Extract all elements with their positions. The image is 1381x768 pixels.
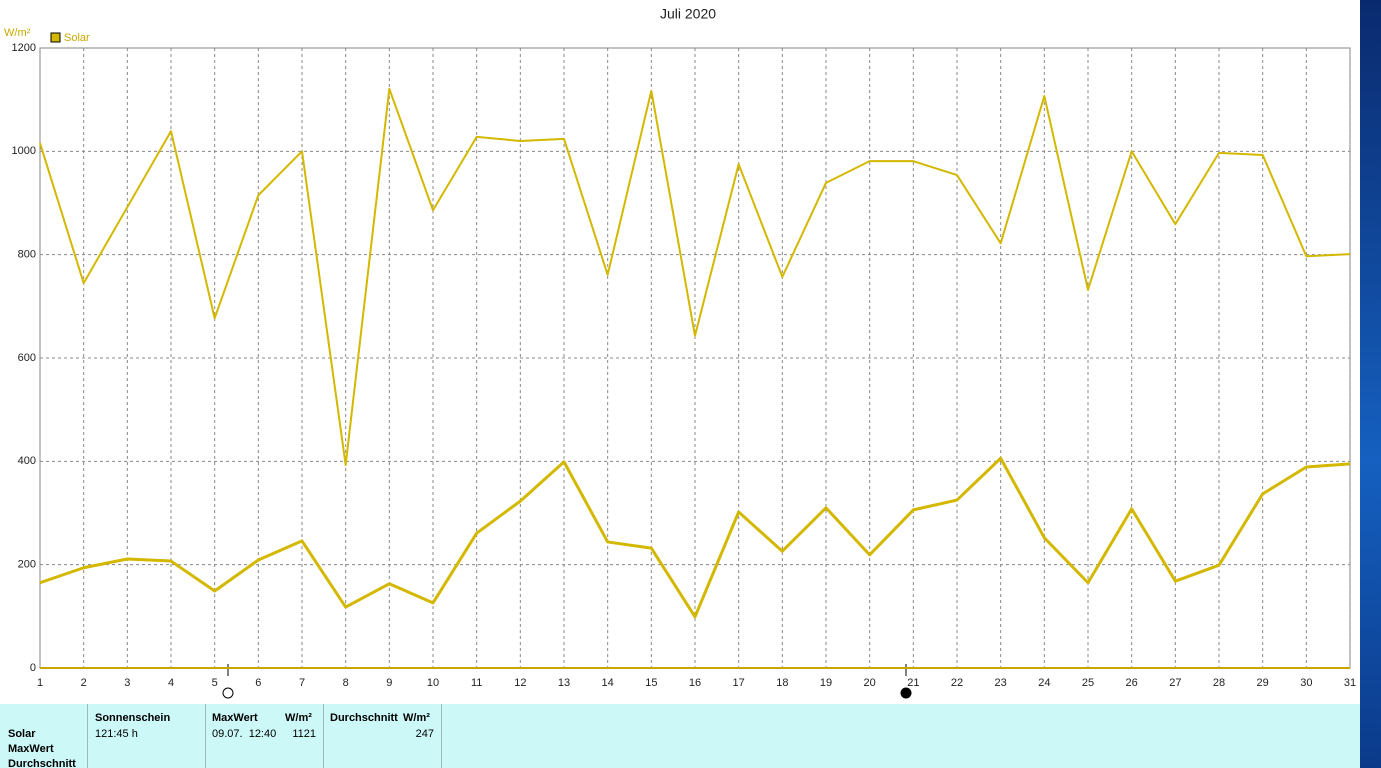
y-tick-label: 0	[30, 662, 36, 674]
x-tick-label: 14	[602, 677, 614, 689]
header: Durchschnitt	[330, 712, 398, 724]
x-tick-label: 22	[951, 677, 963, 689]
x-tick-label: 9	[386, 677, 392, 689]
header: MaxWert	[212, 712, 258, 724]
x-tick-label: 2	[81, 677, 87, 689]
x-tick-label: 28	[1213, 677, 1225, 689]
x-tick-label: 27	[1169, 677, 1181, 689]
desktop-edge	[1360, 0, 1381, 768]
x-tick-label: 6	[255, 677, 261, 689]
separator	[205, 704, 206, 768]
y-tick-label: 1200	[12, 42, 36, 54]
x-tick-label: 24	[1038, 677, 1050, 689]
header: W/m²	[403, 712, 430, 724]
cell: 121:45 h	[95, 728, 138, 740]
x-tick-label: 16	[689, 677, 701, 689]
x-tick-label: 25	[1082, 677, 1094, 689]
x-tick-label: 30	[1300, 677, 1312, 689]
y-tick-label: 1000	[12, 145, 36, 157]
x-tick-label: 10	[427, 677, 439, 689]
x-tick-label: 18	[776, 677, 788, 689]
x-tick-label: 17	[733, 677, 745, 689]
series-line	[39, 87, 1351, 466]
y-tick-label: 200	[18, 559, 36, 571]
cell: 247	[415, 728, 434, 740]
x-tick-label: 5	[212, 677, 218, 689]
x-tick-label: 31	[1344, 677, 1356, 689]
x-tick-label: 29	[1257, 677, 1269, 689]
x-tick-label: 11	[471, 677, 482, 689]
x-tick-label: 7	[299, 677, 305, 689]
header: Sonnenschein	[95, 712, 171, 724]
x-tick-label: 15	[645, 677, 657, 689]
x-tick-label: 1	[37, 677, 43, 689]
row-label: MaxWert	[8, 743, 54, 755]
y-tick-label: 800	[18, 249, 36, 261]
y-tick-label: 600	[18, 352, 36, 364]
row-label: Durchschnitt	[8, 758, 76, 768]
y-axis-label: W/m²	[4, 27, 31, 39]
x-tick-label: 20	[864, 677, 876, 689]
separator	[87, 704, 88, 768]
y-tick-label: 400	[18, 455, 36, 467]
legend-swatch	[50, 32, 61, 43]
x-tick-label: 23	[995, 677, 1007, 689]
x-tick-label: 4	[168, 677, 174, 689]
row-label: Solar	[8, 728, 36, 740]
series-line	[39, 456, 1351, 619]
x-tick-label: 12	[514, 677, 526, 689]
cell: 1121	[292, 728, 316, 740]
moon-icon	[900, 687, 912, 699]
moon-icon	[222, 687, 234, 699]
x-tick-label: 8	[343, 677, 349, 689]
x-tick-label: 19	[820, 677, 832, 689]
separator	[441, 704, 442, 768]
separator	[323, 704, 324, 768]
chart-title: Juli 2020	[660, 6, 716, 22]
header: W/m²	[285, 712, 312, 724]
x-tick-label: 13	[558, 677, 570, 689]
cell: 09.07. 12:40	[212, 728, 277, 740]
legend-label: Solar	[64, 32, 90, 44]
x-tick-label: 3	[124, 677, 130, 689]
x-tick-label: 21	[907, 677, 919, 689]
x-tick-label: 26	[1126, 677, 1138, 689]
info-panel: Solar MaxWert Durchschnitt Sonnenschein …	[0, 704, 1360, 768]
